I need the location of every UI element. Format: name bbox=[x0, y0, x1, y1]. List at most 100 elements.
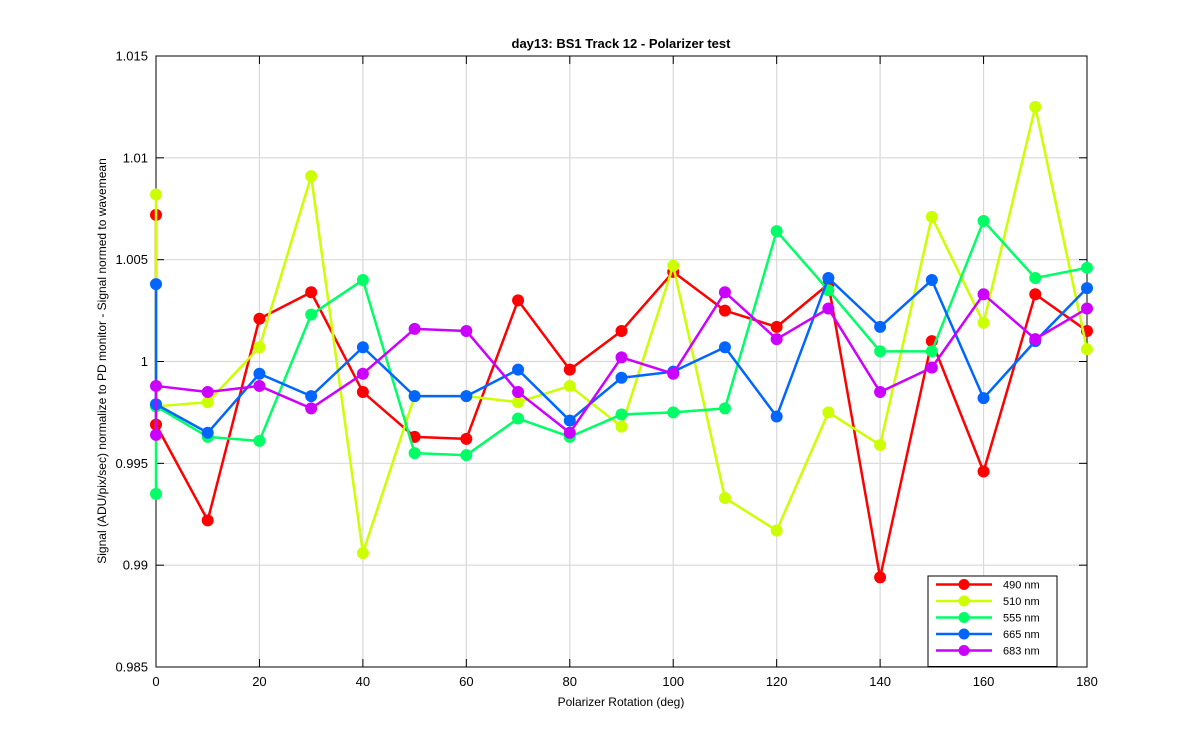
x-tick-label: 120 bbox=[766, 674, 788, 689]
data-point bbox=[460, 390, 473, 403]
y-tick-label: 1.01 bbox=[123, 150, 148, 165]
data-point bbox=[874, 320, 887, 333]
data-point bbox=[1029, 100, 1042, 113]
data-point bbox=[925, 210, 938, 223]
data-point bbox=[305, 308, 318, 321]
data-point bbox=[874, 386, 887, 399]
data-point bbox=[615, 420, 628, 433]
legend-label: 665 nm bbox=[1003, 629, 1040, 641]
series-line bbox=[154, 291, 1088, 435]
data-point bbox=[408, 447, 421, 460]
data-point bbox=[667, 406, 680, 419]
legend-label: 510 nm bbox=[1003, 596, 1040, 608]
y-tick-label: 0.995 bbox=[115, 456, 148, 471]
x-tick-label: 60 bbox=[459, 674, 473, 689]
data-point bbox=[201, 386, 214, 399]
series-line bbox=[154, 276, 1088, 435]
legend-marker bbox=[958, 645, 970, 656]
data-point bbox=[563, 426, 576, 439]
data-point bbox=[150, 188, 162, 201]
data-point bbox=[408, 322, 421, 335]
data-point bbox=[1029, 288, 1042, 301]
x-tick-label: 160 bbox=[973, 674, 995, 689]
x-tick-label: 40 bbox=[356, 674, 370, 689]
data-point bbox=[874, 345, 887, 358]
data-point bbox=[1081, 343, 1093, 356]
data-point bbox=[253, 312, 266, 325]
data-point bbox=[1081, 302, 1093, 315]
data-point bbox=[356, 386, 369, 399]
series-665-nm bbox=[150, 271, 1093, 439]
data-point bbox=[822, 406, 835, 419]
x-tick-label: 20 bbox=[252, 674, 266, 689]
x-tick-label: 0 bbox=[152, 674, 159, 689]
data-point bbox=[408, 390, 421, 403]
data-point bbox=[356, 546, 369, 559]
data-point bbox=[925, 274, 938, 287]
data-point bbox=[563, 379, 576, 392]
data-point bbox=[615, 408, 628, 421]
data-point bbox=[305, 170, 318, 183]
y-axis-label: Signal (ADU/pix/sec) normalize to PD mon… bbox=[95, 158, 109, 564]
legend-marker bbox=[958, 579, 970, 590]
data-point bbox=[925, 361, 938, 374]
data-point bbox=[305, 390, 318, 403]
data-point bbox=[667, 259, 680, 272]
data-point bbox=[770, 524, 783, 537]
data-point bbox=[563, 363, 576, 376]
legend: 490 nm 510 nm 555 nm 665 nm 683 nm bbox=[927, 575, 1058, 667]
data-point bbox=[512, 412, 525, 425]
data-point bbox=[718, 491, 731, 504]
data-point bbox=[1081, 282, 1093, 295]
series-line bbox=[154, 219, 1088, 494]
data-point bbox=[615, 324, 628, 337]
data-point bbox=[977, 214, 990, 227]
y-tick-label: 1.005 bbox=[115, 252, 148, 267]
data-point bbox=[150, 379, 162, 392]
data-point bbox=[512, 396, 525, 409]
x-tick-label: 100 bbox=[662, 674, 684, 689]
data-point bbox=[667, 367, 680, 380]
x-tick-label: 180 bbox=[1076, 674, 1098, 689]
data-point bbox=[512, 363, 525, 376]
data-point bbox=[718, 304, 731, 317]
data-point bbox=[977, 392, 990, 405]
data-point bbox=[874, 439, 887, 452]
data-point bbox=[770, 410, 783, 423]
data-point bbox=[925, 345, 938, 358]
data-point bbox=[512, 294, 525, 307]
data-point bbox=[615, 371, 628, 384]
x-tick-label: 140 bbox=[869, 674, 891, 689]
data-point bbox=[201, 396, 214, 409]
y-tick-label: 1.015 bbox=[115, 49, 148, 64]
data-point bbox=[253, 341, 266, 354]
legend-label: 555 nm bbox=[1003, 613, 1040, 625]
series-555-nm bbox=[150, 214, 1093, 500]
legend-marker bbox=[958, 628, 970, 640]
data-point bbox=[874, 571, 887, 584]
x-axis-label: Polarizer Rotation (deg) bbox=[558, 695, 685, 709]
data-point bbox=[150, 278, 162, 291]
data-point bbox=[150, 487, 162, 500]
data-point bbox=[201, 514, 214, 527]
data-point bbox=[305, 402, 318, 415]
data-point bbox=[253, 367, 266, 380]
data-point bbox=[1081, 261, 1093, 274]
data-point bbox=[1029, 271, 1042, 284]
data-point bbox=[563, 414, 576, 427]
data-point bbox=[822, 271, 835, 284]
data-point bbox=[356, 341, 369, 354]
data-point bbox=[253, 379, 266, 392]
series-group bbox=[150, 100, 1093, 584]
data-point bbox=[718, 286, 731, 299]
series-490-nm bbox=[150, 208, 1093, 584]
data-point bbox=[460, 449, 473, 462]
data-point bbox=[150, 428, 162, 441]
data-point bbox=[615, 351, 628, 364]
data-point bbox=[253, 434, 266, 447]
series-line bbox=[154, 105, 1089, 555]
data-point bbox=[1029, 333, 1042, 346]
legend-label: 490 nm bbox=[1003, 580, 1040, 592]
data-point bbox=[201, 426, 214, 439]
